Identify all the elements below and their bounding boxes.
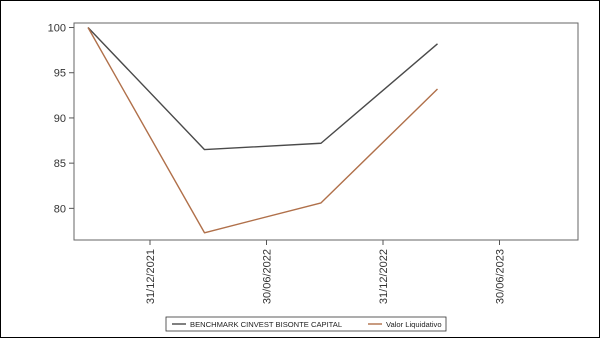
y-tick-label: 95 xyxy=(54,68,66,80)
legend-box xyxy=(165,316,447,332)
x-tick-label: 30/06/2023 xyxy=(495,249,507,304)
x-tick-label: 31/12/2022 xyxy=(378,249,390,304)
x-tick-label: 30/06/2022 xyxy=(262,249,274,304)
y-tick-label: 80 xyxy=(54,203,66,215)
x-tick-label: 31/12/2021 xyxy=(145,249,157,304)
plot-area xyxy=(73,22,579,241)
legend: BENCHMARK CINVEST BISONTE CAPITAL Valor L… xyxy=(165,316,447,332)
y-tick-label: 85 xyxy=(54,158,66,170)
y-tick-label: 100 xyxy=(48,23,66,35)
legend-label-1: BENCHMARK CINVEST BISONTE CAPITAL xyxy=(190,320,342,329)
series-line-1 xyxy=(87,27,438,151)
legend-label-2: Valor Liquidativo xyxy=(386,320,442,329)
series-line-2 xyxy=(87,27,438,234)
x-axis: 31/12/2021 30/06/2022 31/12/2022 30/06/2023 xyxy=(145,240,507,304)
series-lines xyxy=(87,27,438,234)
y-axis: 80 85 90 95 100 xyxy=(48,23,74,215)
y-tick-label: 90 xyxy=(54,113,66,125)
